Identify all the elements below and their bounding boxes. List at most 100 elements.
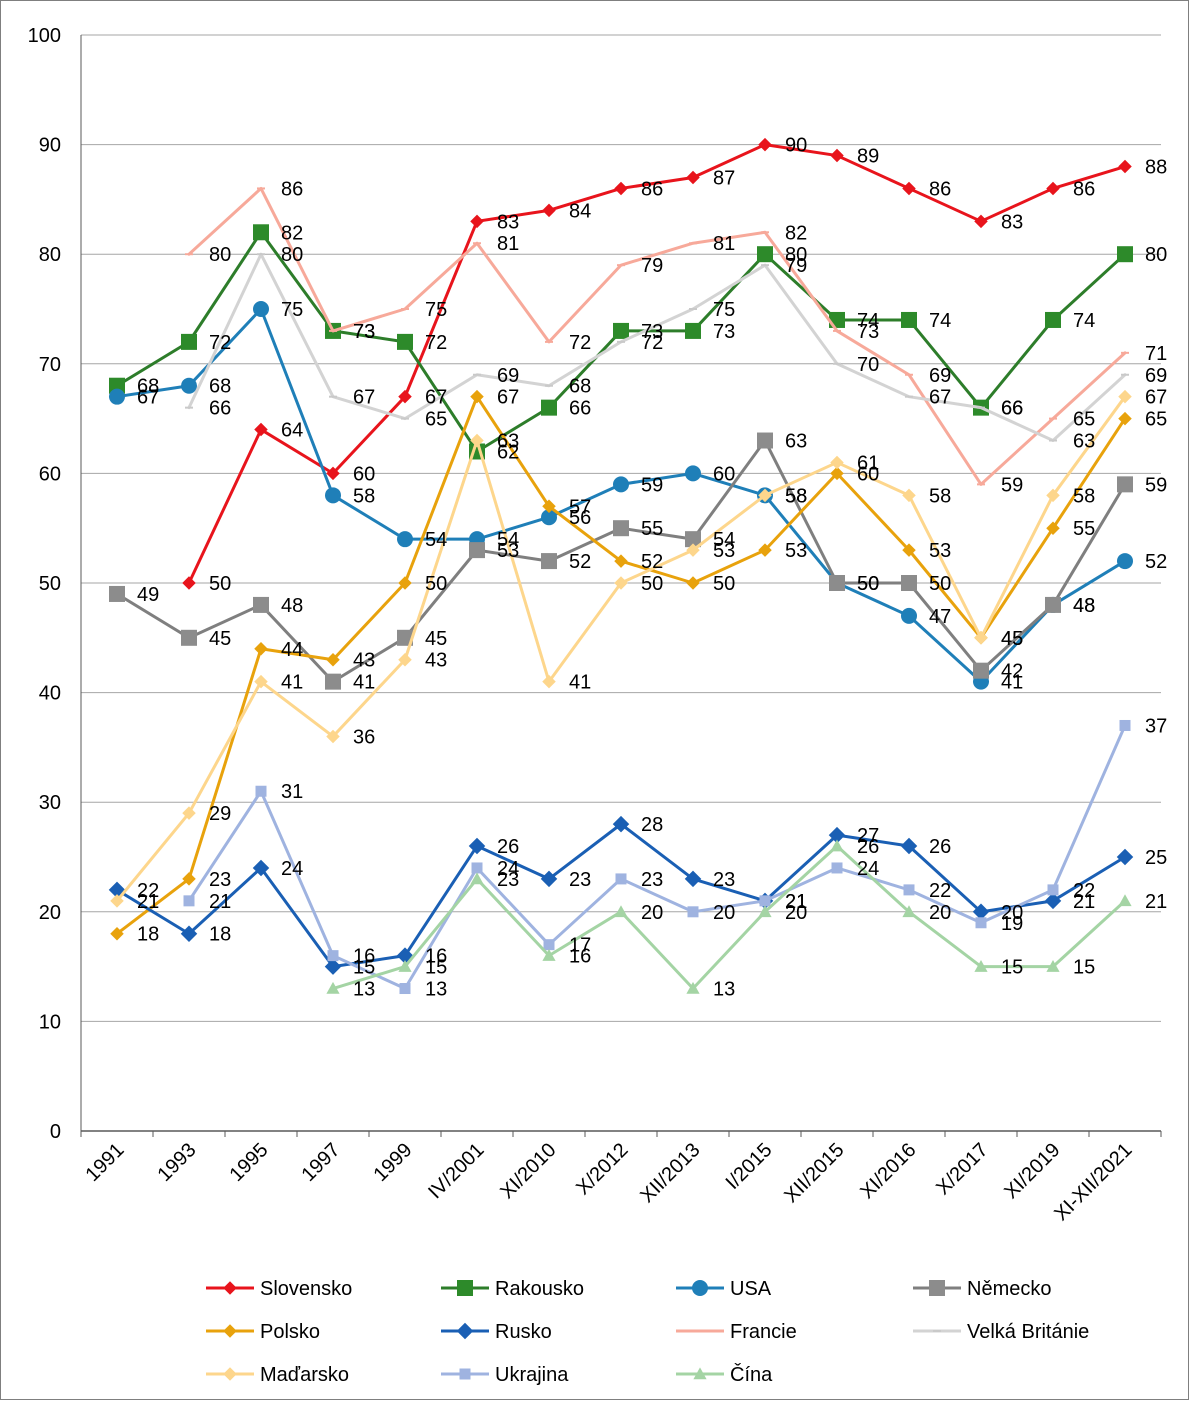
data-label-madarsko: 58 xyxy=(929,485,951,507)
point-rusko xyxy=(540,870,558,888)
data-label-velka-britanie: 63 xyxy=(1073,431,1095,453)
data-label-cina: 13 xyxy=(713,979,735,1001)
point-nemecko xyxy=(1117,476,1133,493)
data-label-usa: 68 xyxy=(209,376,231,398)
data-label-usa: 59 xyxy=(641,474,663,496)
point-slovensko xyxy=(542,203,556,218)
point-madarsko xyxy=(902,488,916,503)
data-label-nemecko: 55 xyxy=(641,518,663,540)
point-madarsko xyxy=(686,543,700,557)
data-label-rakousko: 68 xyxy=(137,376,159,398)
point-rakousko xyxy=(1045,311,1061,328)
series-nemecko xyxy=(109,432,1133,690)
legend-marker-madarsko xyxy=(223,1367,237,1381)
data-label-cina: 15 xyxy=(1001,957,1023,979)
data-label-velka-britanie: 69 xyxy=(1145,365,1167,387)
data-label-nemecko: 45 xyxy=(425,628,447,650)
series-line-cina xyxy=(331,844,1127,991)
point-rusko xyxy=(900,837,918,855)
data-label-madarsko: 50 xyxy=(641,573,663,595)
point-polsko xyxy=(326,652,340,667)
data-label-rusko: 18 xyxy=(209,924,231,946)
y-tick-label: 100 xyxy=(28,25,61,47)
series-madarsko xyxy=(110,389,1132,908)
series-line-rusko xyxy=(115,822,1127,969)
data-label-nemecko: 48 xyxy=(1073,595,1095,617)
point-rakousko xyxy=(901,311,917,328)
data-label-rakousko: 72 xyxy=(425,332,447,354)
legend-marker-slovensko xyxy=(223,1281,237,1295)
point-ukrajina xyxy=(759,895,771,907)
point-cina xyxy=(1118,894,1132,907)
data-label-rusko: 28 xyxy=(641,814,663,836)
point-nemecko xyxy=(1045,596,1061,613)
data-label-francie: 65 xyxy=(1073,409,1095,431)
point-ukrajina xyxy=(975,917,987,929)
point-madarsko xyxy=(398,652,412,667)
data-label-francie: 59 xyxy=(1001,474,1023,496)
data-label-polsko: 18 xyxy=(137,924,159,946)
point-madarsko xyxy=(110,894,124,908)
data-label-rakousko: 74 xyxy=(857,310,879,332)
point-rakousko xyxy=(181,333,197,350)
x-tick-label: XII/2013 xyxy=(636,1139,704,1207)
data-label-rusko: 21 xyxy=(785,891,807,913)
x-tick-label: 1999 xyxy=(370,1139,417,1186)
series-line-velka-britanie xyxy=(187,252,1127,443)
point-cina xyxy=(614,905,628,918)
point-polsko xyxy=(1118,411,1132,426)
point-polsko xyxy=(182,872,196,886)
data-label-francie: 80 xyxy=(209,244,231,266)
point-polsko xyxy=(758,543,772,557)
point-usa xyxy=(181,377,197,394)
point-ukrajina xyxy=(831,862,843,874)
point-usa xyxy=(397,531,413,548)
point-rusko xyxy=(972,903,990,921)
point-nemecko xyxy=(109,585,125,602)
legend-marker-ukrajina xyxy=(459,1368,471,1380)
point-madarsko xyxy=(470,433,484,448)
data-label-rusko: 23 xyxy=(713,869,735,891)
data-label-polsko: 60 xyxy=(857,463,879,485)
data-label-usa: 50 xyxy=(857,573,879,595)
data-label-ukrajina: 21 xyxy=(785,891,807,913)
point-usa xyxy=(1117,553,1133,570)
data-label-polsko: 67 xyxy=(497,387,519,409)
legend-marker-cina xyxy=(693,1367,707,1380)
data-label-rakousko: 80 xyxy=(1145,244,1167,266)
data-label-ukrajina: 24 xyxy=(857,858,879,880)
data-label-velka-britanie: 67 xyxy=(353,387,375,409)
data-label-velka-britanie: 72 xyxy=(641,332,663,354)
x-tick-label: 1995 xyxy=(226,1139,273,1186)
data-label-usa: 58 xyxy=(353,485,375,507)
data-label-rakousko: 66 xyxy=(569,398,591,420)
data-label-nemecko: 53 xyxy=(497,540,519,562)
data-label-cina: 15 xyxy=(425,957,447,979)
point-nemecko xyxy=(757,432,773,449)
point-polsko xyxy=(254,642,268,656)
data-label-rusko: 22 xyxy=(137,880,159,902)
series-francie xyxy=(185,186,1129,486)
point-rakousko xyxy=(613,322,629,339)
data-label-slovensko: 64 xyxy=(281,420,303,442)
data-label-rakousko: 73 xyxy=(641,321,663,343)
data-label-francie: 72 xyxy=(569,332,591,354)
data-label-francie: 73 xyxy=(353,321,375,343)
y-tick-label: 0 xyxy=(50,1121,61,1143)
legend-item-rusko: Rusko xyxy=(441,1321,552,1343)
data-label-francie: 86 xyxy=(281,178,303,200)
point-polsko xyxy=(686,576,700,590)
point-cina xyxy=(686,981,700,994)
data-label-usa: 47 xyxy=(929,606,951,628)
series-line-ukrajina xyxy=(187,723,1127,991)
point-polsko xyxy=(614,554,628,568)
series-velka-britanie xyxy=(185,252,1129,443)
point-rusko xyxy=(1044,892,1062,910)
data-label-polsko: 23 xyxy=(209,869,231,891)
data-label-madarsko: 63 xyxy=(497,431,519,453)
data-label-francie: 71 xyxy=(1145,343,1167,365)
data-label-rusko: 23 xyxy=(569,869,591,891)
point-rakousko xyxy=(1117,246,1133,263)
series-rusko xyxy=(108,815,1134,975)
